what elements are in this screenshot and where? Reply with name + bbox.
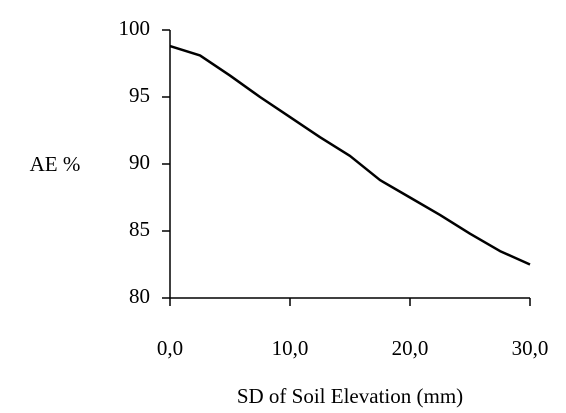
y-tick-label: 100 bbox=[119, 16, 151, 40]
x-tick-label: 0,0 bbox=[157, 336, 183, 360]
y-tick-label: 90 bbox=[129, 150, 150, 174]
y-tick-label: 85 bbox=[129, 217, 150, 241]
x-axis-label: SD of Soil Elevation (mm) bbox=[237, 384, 463, 408]
line bbox=[169, 44, 531, 266]
x-tick-label: 30,0 bbox=[512, 336, 549, 360]
x-tick-label: 20,0 bbox=[392, 336, 429, 360]
y-axis-label: AE % bbox=[30, 152, 81, 176]
x-tick-label: 10,0 bbox=[272, 336, 309, 360]
y-tick-label: 95 bbox=[129, 83, 150, 107]
y-tick-label: 80 bbox=[129, 284, 150, 308]
